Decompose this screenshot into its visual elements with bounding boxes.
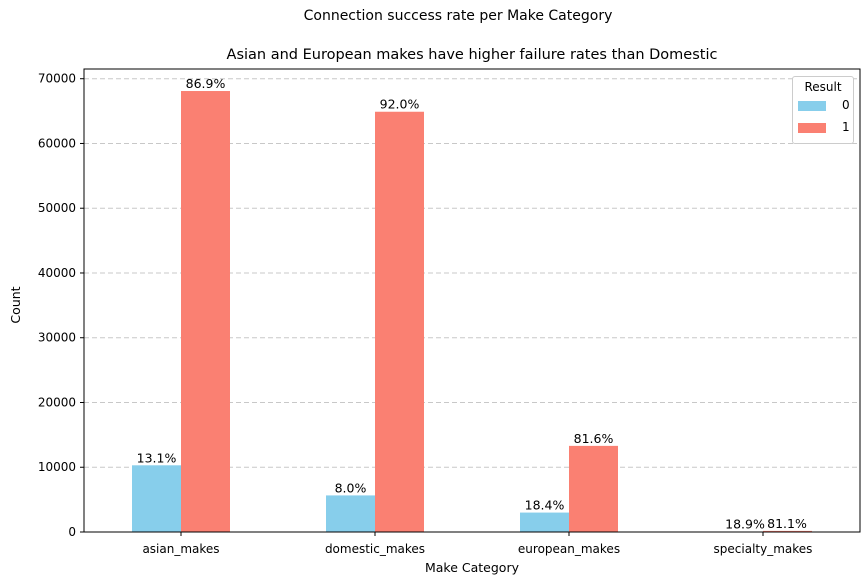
y-tick-label: 10000: [38, 460, 76, 474]
chart-title: Asian and European makes have higher fai…: [226, 47, 718, 63]
x-axis-label: Make Category: [425, 560, 520, 575]
bar-domestic_makes-0: [326, 495, 375, 532]
bar-european_makes-1: [569, 445, 618, 532]
bar-european_makes-0: [520, 512, 569, 532]
data-label: 86.9%: [186, 76, 226, 91]
data-label: 8.0%: [335, 480, 367, 495]
chart-suptitle: Connection success rate per Make Categor…: [303, 8, 613, 24]
y-axis-label: Count: [8, 286, 23, 323]
legend-label-1: 1: [842, 120, 850, 134]
bar-asian_makes-1: [181, 91, 230, 532]
legend-swatch-1: [798, 123, 826, 133]
x-tick-label: specialty_makes: [714, 542, 813, 556]
data-label: 18.4%: [525, 498, 565, 513]
y-tick-label: 30000: [38, 331, 76, 345]
y-tick-label: 60000: [38, 136, 76, 150]
bar-domestic_makes-1: [375, 111, 424, 532]
data-label: 81.1%: [767, 516, 807, 531]
x-tick-label: european_makes: [518, 542, 620, 556]
data-label: 81.6%: [574, 431, 614, 446]
legend-label-0: 0: [842, 98, 850, 112]
y-tick-label: 0: [68, 525, 76, 539]
legend-title: Result: [804, 80, 842, 94]
x-tick-label: asian_makes: [142, 542, 219, 556]
legend-swatch-0: [798, 101, 826, 111]
data-label: 13.1%: [137, 450, 177, 465]
x-axis: asian_makes domestic_makes european_makes s…: [142, 532, 812, 556]
bar-labels: 13.1% 86.9% 8.0% 92.0% 18.4% 81.6% 18.9% 81.1%: [137, 76, 807, 532]
data-label: 18.9%: [725, 517, 765, 532]
bars: [132, 91, 812, 532]
y-tick-label: 40000: [38, 266, 76, 280]
data-label: 92.0%: [380, 97, 420, 112]
y-tick-label: 20000: [38, 395, 76, 409]
plot-frame: [83, 68, 861, 533]
y-tick-label: 50000: [38, 201, 76, 215]
x-tick-label: domestic_makes: [325, 542, 425, 556]
y-axis: 0 10000 20000 30000 40000 50000 60000 70000: [38, 72, 84, 539]
legend: Result 0 1: [792, 76, 854, 144]
y-tick-label: 70000: [38, 72, 76, 86]
bar-specialty_makes-1: [763, 530, 812, 532]
bar-asian_makes-0: [132, 465, 181, 532]
